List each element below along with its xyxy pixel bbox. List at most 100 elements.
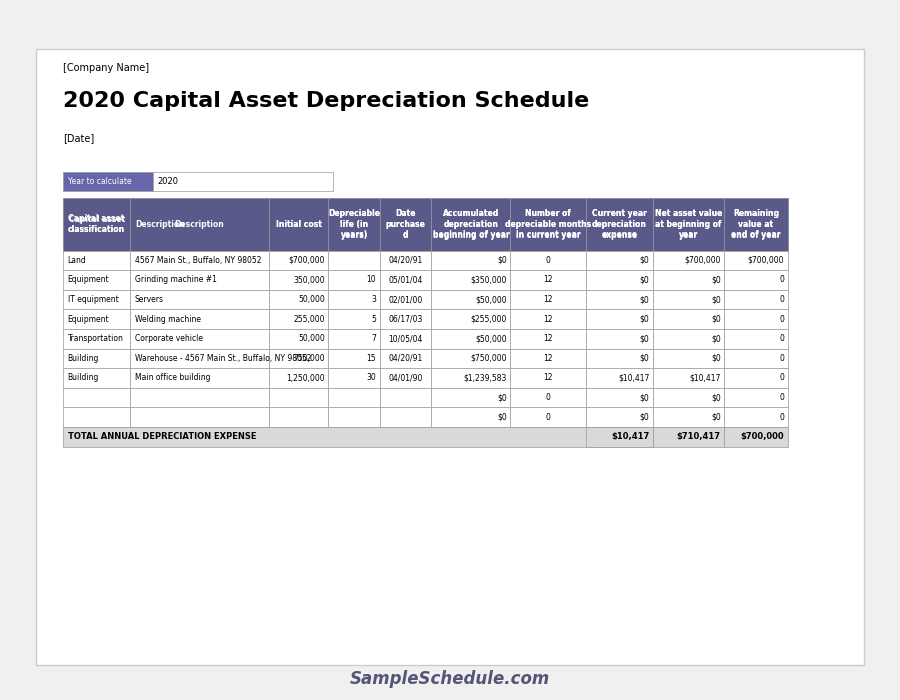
Text: Description: Description <box>175 220 224 229</box>
FancyBboxPatch shape <box>510 349 586 368</box>
FancyBboxPatch shape <box>510 198 586 251</box>
FancyBboxPatch shape <box>653 368 724 388</box>
Text: $700,000: $700,000 <box>288 256 325 265</box>
FancyBboxPatch shape <box>724 427 788 447</box>
FancyBboxPatch shape <box>380 388 431 407</box>
FancyBboxPatch shape <box>63 407 130 427</box>
Text: Main office building: Main office building <box>135 374 211 382</box>
Text: 0: 0 <box>545 256 551 265</box>
FancyBboxPatch shape <box>63 329 130 349</box>
FancyBboxPatch shape <box>724 309 788 329</box>
FancyBboxPatch shape <box>380 407 431 427</box>
FancyBboxPatch shape <box>653 329 724 349</box>
Text: 0: 0 <box>779 276 784 284</box>
Text: Date
purchase
d: Date purchase d <box>385 209 426 240</box>
FancyBboxPatch shape <box>510 251 586 270</box>
Text: Net asset value
at beginning of
year: Net asset value at beginning of year <box>655 209 723 239</box>
Text: $255,000: $255,000 <box>471 315 507 323</box>
FancyBboxPatch shape <box>328 368 380 388</box>
FancyBboxPatch shape <box>586 309 653 329</box>
Text: Building: Building <box>68 354 99 363</box>
Text: $700,000: $700,000 <box>684 256 721 265</box>
Text: $0: $0 <box>711 295 721 304</box>
Text: 50,000: 50,000 <box>298 295 325 304</box>
FancyBboxPatch shape <box>724 368 788 388</box>
Text: Equipment: Equipment <box>68 276 109 284</box>
FancyBboxPatch shape <box>586 198 653 251</box>
Text: $0: $0 <box>640 354 650 363</box>
FancyBboxPatch shape <box>130 349 269 368</box>
FancyBboxPatch shape <box>130 388 269 407</box>
Text: Number of
depreciable months
in current year: Number of depreciable months in current … <box>505 209 591 239</box>
Text: [Date]: [Date] <box>63 133 94 143</box>
FancyBboxPatch shape <box>431 349 510 368</box>
FancyBboxPatch shape <box>431 198 510 251</box>
FancyBboxPatch shape <box>63 270 130 290</box>
Text: Land: Land <box>68 256 86 265</box>
Text: [Company Name]: [Company Name] <box>63 63 149 73</box>
FancyBboxPatch shape <box>380 198 431 251</box>
FancyBboxPatch shape <box>63 251 130 270</box>
Text: Capital asset
classification: Capital asset classification <box>68 215 125 234</box>
FancyBboxPatch shape <box>63 290 130 309</box>
Text: Number of
depreciable months
in current year: Number of depreciable months in current … <box>505 209 591 240</box>
Text: $0: $0 <box>497 256 507 265</box>
Text: 12: 12 <box>544 354 553 363</box>
Text: $10,417: $10,417 <box>689 374 721 382</box>
FancyBboxPatch shape <box>269 309 328 329</box>
Text: TOTAL ANNUAL DEPRECIATION EXPENSE: TOTAL ANNUAL DEPRECIATION EXPENSE <box>68 433 256 441</box>
FancyBboxPatch shape <box>380 309 431 329</box>
Text: 06/17/03: 06/17/03 <box>389 315 423 323</box>
Text: Accumulated
depreciation
beginning of year: Accumulated depreciation beginning of ye… <box>433 209 509 240</box>
FancyBboxPatch shape <box>431 270 510 290</box>
Text: $0: $0 <box>640 276 650 284</box>
Text: 05/01/04: 05/01/04 <box>389 276 423 284</box>
Text: 0: 0 <box>779 374 784 382</box>
FancyBboxPatch shape <box>328 251 380 270</box>
Text: $700,000: $700,000 <box>748 256 784 265</box>
FancyBboxPatch shape <box>510 368 586 388</box>
Text: Transportation: Transportation <box>68 335 123 343</box>
Text: Depreciable
life (in
years): Depreciable life (in years) <box>328 209 380 240</box>
Text: 15: 15 <box>366 354 376 363</box>
Text: 0: 0 <box>779 354 784 363</box>
FancyBboxPatch shape <box>63 198 130 251</box>
Text: 10/05/04: 10/05/04 <box>389 335 423 343</box>
Text: 0: 0 <box>545 413 551 421</box>
Text: 04/01/90: 04/01/90 <box>389 374 423 382</box>
FancyBboxPatch shape <box>130 407 269 427</box>
Text: Current year
depreciation
expense: Current year depreciation expense <box>592 209 647 240</box>
FancyBboxPatch shape <box>328 290 380 309</box>
Text: 3: 3 <box>372 295 376 304</box>
FancyBboxPatch shape <box>63 427 653 447</box>
Text: $750,000: $750,000 <box>471 354 507 363</box>
FancyBboxPatch shape <box>269 407 328 427</box>
Text: IT equipment: IT equipment <box>68 295 118 304</box>
Text: Capital asset
classification: Capital asset classification <box>68 214 124 234</box>
Text: Warehouse - 4567 Main St., Buffalo, NY 98052: Warehouse - 4567 Main St., Buffalo, NY 9… <box>135 354 311 363</box>
FancyBboxPatch shape <box>63 349 130 368</box>
Text: SampleSchedule.com: SampleSchedule.com <box>350 670 550 688</box>
FancyBboxPatch shape <box>328 309 380 329</box>
FancyBboxPatch shape <box>63 388 130 407</box>
Text: 2020 Capital Asset Depreciation Schedule: 2020 Capital Asset Depreciation Schedule <box>63 91 590 111</box>
Text: Equipment: Equipment <box>68 315 109 323</box>
Text: $50,000: $50,000 <box>475 295 507 304</box>
FancyBboxPatch shape <box>653 270 724 290</box>
FancyBboxPatch shape <box>724 270 788 290</box>
FancyBboxPatch shape <box>130 309 269 329</box>
Text: $710,417: $710,417 <box>677 433 721 441</box>
Text: 7: 7 <box>372 335 376 343</box>
FancyBboxPatch shape <box>380 251 431 270</box>
Text: $0: $0 <box>640 393 650 402</box>
Text: 4567 Main St., Buffalo, NY 98052: 4567 Main St., Buffalo, NY 98052 <box>135 256 261 265</box>
Text: Accumulated
depreciation
beginning of year: Accumulated depreciation beginning of ye… <box>433 209 509 239</box>
FancyBboxPatch shape <box>653 388 724 407</box>
FancyBboxPatch shape <box>380 198 431 251</box>
Text: Servers: Servers <box>135 295 164 304</box>
Text: 0: 0 <box>779 315 784 323</box>
Text: 02/01/00: 02/01/00 <box>389 295 423 304</box>
FancyBboxPatch shape <box>328 198 380 251</box>
Text: $1,239,583: $1,239,583 <box>464 374 507 382</box>
FancyBboxPatch shape <box>510 198 586 251</box>
